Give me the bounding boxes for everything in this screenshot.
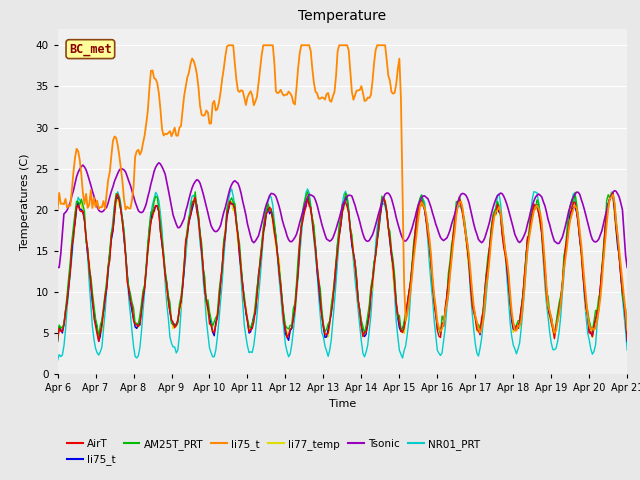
Text: BC_met: BC_met	[69, 43, 112, 56]
X-axis label: Time: Time	[329, 399, 356, 409]
Legend: AirT, li75_t, AM25T_PRT, li75_t, li77_temp, Tsonic, NR01_PRT: AirT, li75_t, AM25T_PRT, li75_t, li77_te…	[63, 435, 484, 469]
Y-axis label: Temperatures (C): Temperatures (C)	[20, 153, 30, 250]
Title: Temperature: Temperature	[298, 10, 387, 24]
